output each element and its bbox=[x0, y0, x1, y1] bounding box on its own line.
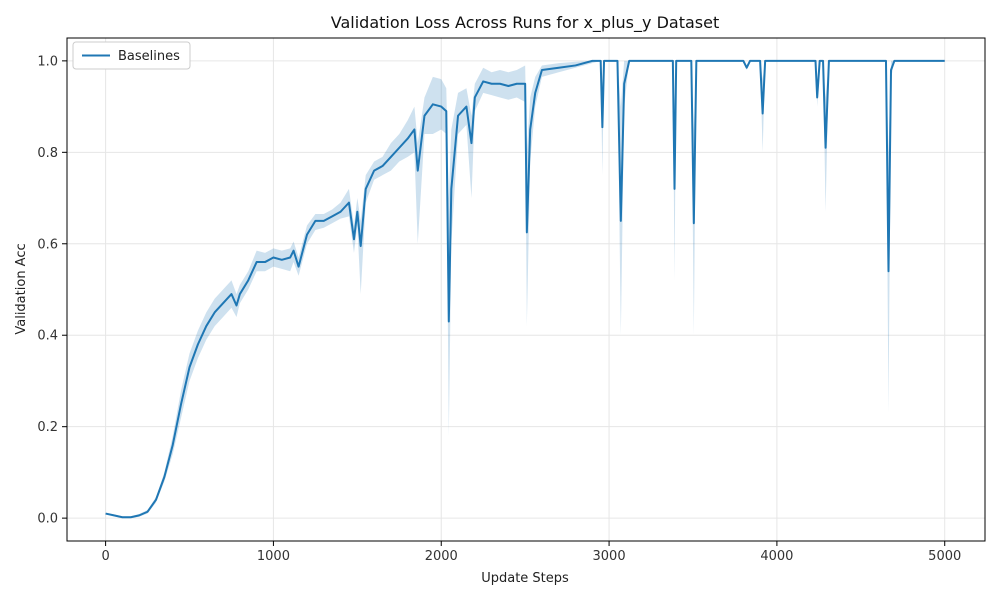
x-tick-label: 4000 bbox=[760, 549, 793, 564]
y-axis-label: Validation Acc bbox=[14, 243, 29, 334]
x-tick-label: 3000 bbox=[593, 549, 626, 564]
x-tick-label: 5000 bbox=[928, 549, 961, 564]
y-tick-label: 1.0 bbox=[37, 54, 58, 69]
x-tick-label: 1000 bbox=[257, 549, 290, 564]
series-lines bbox=[105, 59, 945, 519]
y-tick-label: 0.6 bbox=[37, 237, 58, 252]
x-axis-label: Update Steps bbox=[481, 571, 569, 586]
legend-label: Baselines bbox=[118, 49, 180, 64]
legend: Baselines bbox=[72, 41, 191, 70]
y-tick-label: 0.0 bbox=[37, 512, 58, 527]
x-tick-label: 0 bbox=[101, 549, 109, 564]
axes bbox=[66, 37, 986, 542]
y-ticks: 0.0 0.2 0.4 0.6 0.8 1.0 bbox=[37, 54, 67, 527]
chart-title: Validation Loss Across Runs for x_plus_y… bbox=[331, 13, 719, 33]
series-line bbox=[105, 59, 945, 519]
y-tick-label: 0.8 bbox=[37, 146, 58, 161]
x-tick-label: 2000 bbox=[425, 549, 458, 564]
x-ticks: 0 1000 2000 3000 4000 5000 bbox=[101, 541, 961, 564]
plot-frame bbox=[66, 37, 986, 542]
legend-box bbox=[72, 41, 191, 70]
y-tick-label: 0.2 bbox=[37, 420, 58, 435]
y-tick-label: 0.4 bbox=[37, 329, 58, 344]
